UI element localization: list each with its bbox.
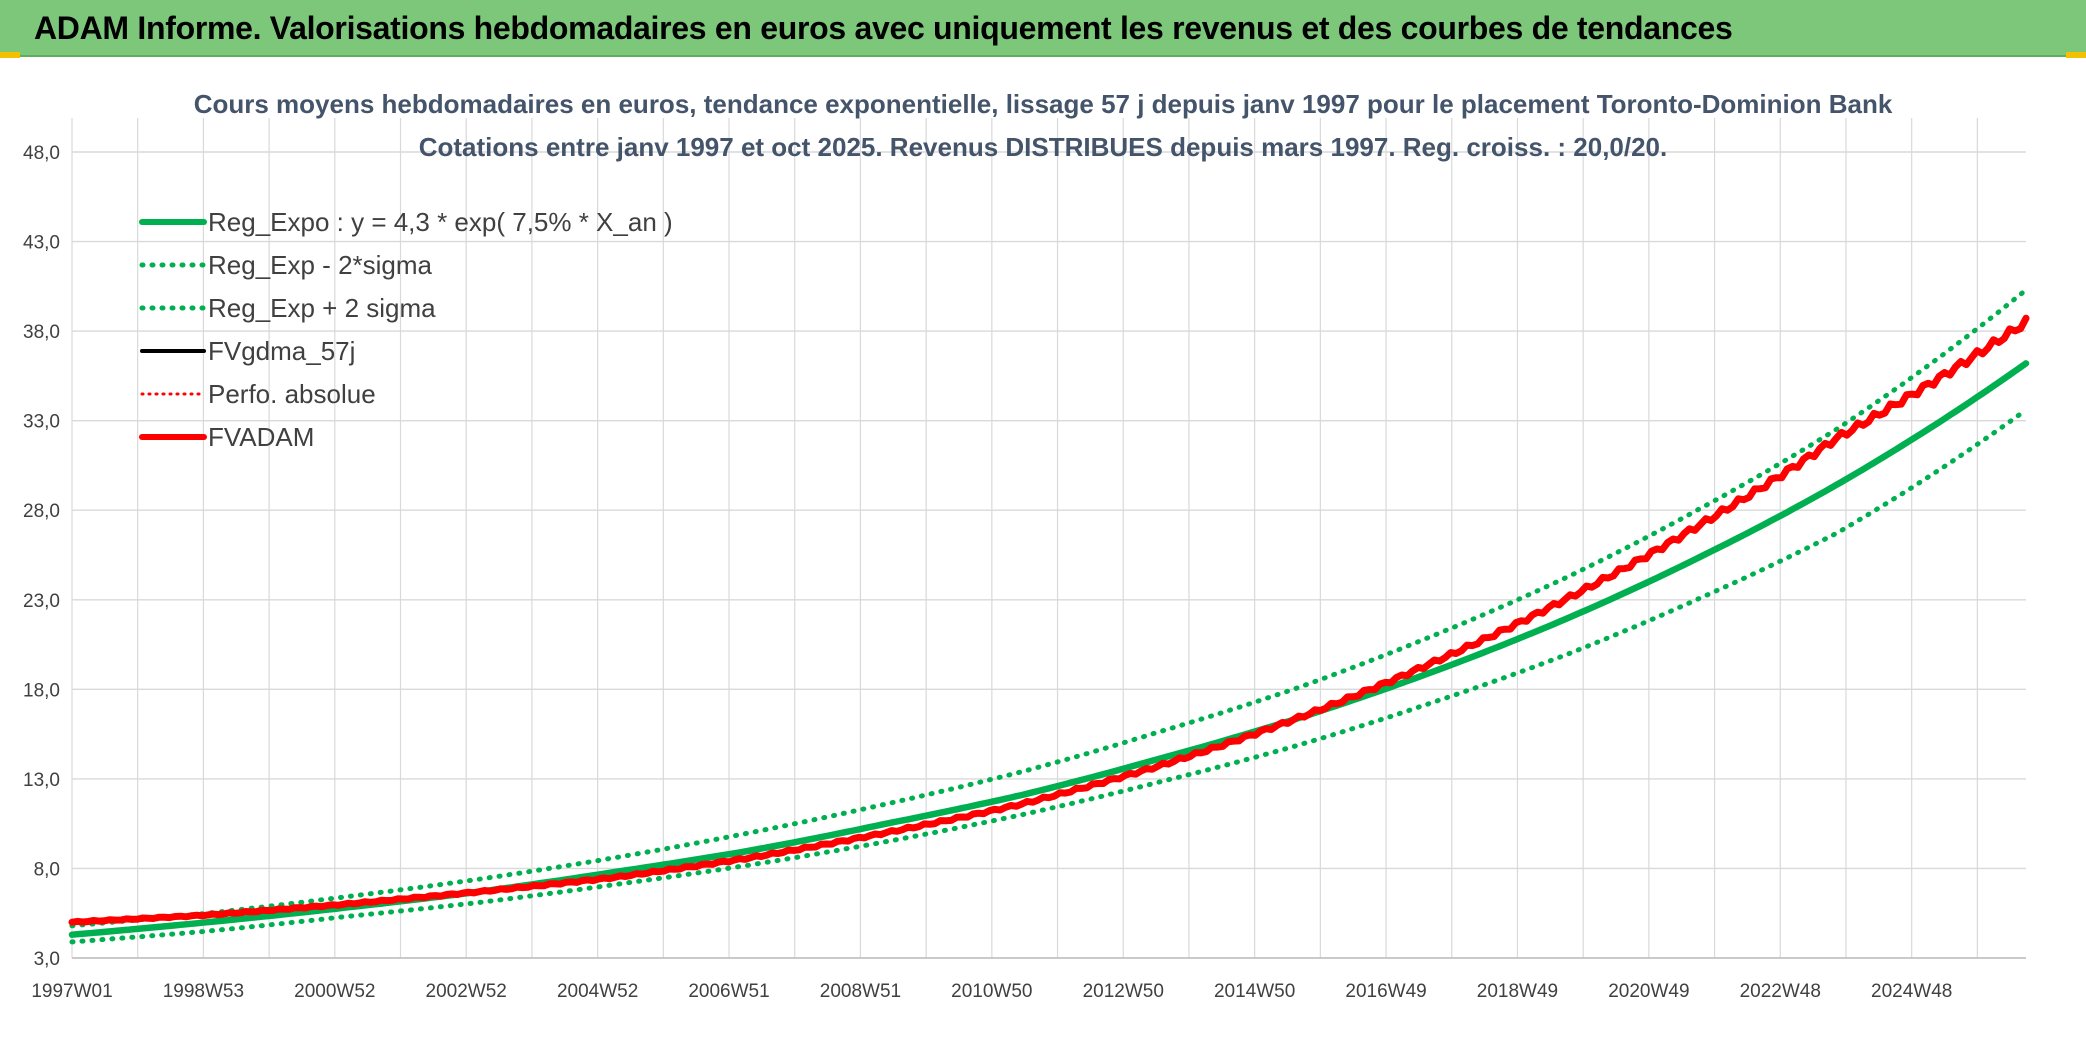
y-tick-label: 38,0 xyxy=(23,322,60,343)
x-tick-label: 2016W49 xyxy=(1345,981,1426,1002)
legend-label: Perfo. absolue xyxy=(208,379,376,409)
report-title: ADAM Informe. Valorisations hebdomadaire… xyxy=(34,10,1733,46)
x-tick-label: 2002W52 xyxy=(426,981,507,1002)
y-tick-label: 13,0 xyxy=(23,770,60,791)
x-tick-label: 2008W51 xyxy=(820,981,901,1002)
legend-label: Reg_Exp - 2*sigma xyxy=(208,250,433,280)
series-line-1 xyxy=(69,407,2029,945)
series-line-4 xyxy=(70,316,2028,924)
corner-marker-top-right xyxy=(2066,52,2086,58)
x-tick-label: 2014W50 xyxy=(1214,981,1295,1002)
x-tick-label: 2022W48 xyxy=(1740,981,1821,1002)
x-tick-label: 2020W49 xyxy=(1608,981,1689,1002)
legend-label: FVgdma_57j xyxy=(208,336,355,366)
legend-label: Reg_Exp + 2 sigma xyxy=(208,293,436,323)
x-tick-label: 2024W48 xyxy=(1871,981,1952,1002)
legend-label: Reg_Expo : y = 4,3 * exp( 7,5% * X_an ) xyxy=(208,207,673,237)
chart-title: Cours moyens hebdomadaires en euros, ten… xyxy=(194,89,1893,119)
y-tick-label: 43,0 xyxy=(23,233,60,254)
report-banner: ADAM Informe. Valorisations hebdomadaire… xyxy=(0,0,2086,57)
x-tick-label: 2000W52 xyxy=(294,981,375,1002)
y-tick-label: 8,0 xyxy=(34,859,60,880)
chart-legend: Reg_Expo : y = 4,3 * exp( 7,5% * X_an ) R… xyxy=(139,207,673,452)
y-tick-label: 28,0 xyxy=(23,501,60,522)
chart-axes: 3,0 8,0 13,0 18,0 23,0 28,0 33,0 38,0 43,0 48,0 19… xyxy=(23,143,2026,1002)
legend-label: FVADAM xyxy=(208,422,314,452)
x-tick-label: 2006W51 xyxy=(688,981,769,1002)
chart-series xyxy=(68,287,2030,945)
x-tick-label: 2010W50 xyxy=(951,981,1032,1002)
chart-subtitle: Cotations entre janv 1997 et oct 2025. R… xyxy=(419,132,1668,162)
x-tick-label: 2012W50 xyxy=(1083,981,1164,1002)
x-tick-label: 2004W52 xyxy=(557,981,638,1002)
y-tick-label: 33,0 xyxy=(23,412,60,433)
y-tick-label: 48,0 xyxy=(23,143,60,164)
y-tick-label: 18,0 xyxy=(23,680,60,701)
chart-area-background xyxy=(2,58,2070,1033)
x-tick-label: 1997W01 xyxy=(31,981,112,1002)
chart-grid xyxy=(71,118,2026,959)
corner-marker-top-left xyxy=(0,52,20,58)
x-tick-label: 2018W49 xyxy=(1477,981,1558,1002)
x-tick-label: 1998W53 xyxy=(163,981,244,1002)
series-line-2 xyxy=(69,287,2029,929)
y-tick-label: 23,0 xyxy=(23,591,60,612)
chart-titles: Cours moyens hebdomadaires en euros, ten… xyxy=(194,89,1893,162)
y-tick-label: 3,0 xyxy=(34,949,60,970)
